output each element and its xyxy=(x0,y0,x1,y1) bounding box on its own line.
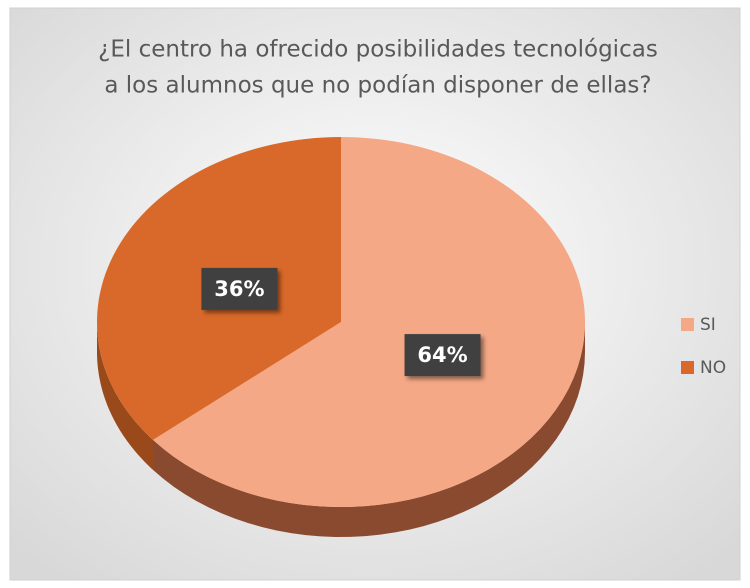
slice-side xyxy=(97,322,153,470)
data-label-box xyxy=(404,334,481,377)
legend-label: NO xyxy=(700,358,726,378)
slice-side xyxy=(152,322,586,537)
legend-label: SI xyxy=(700,315,716,335)
chart-title: ¿El centro ha ofrecido posibilidades tec… xyxy=(98,37,658,63)
data-label: 36% xyxy=(214,277,264,301)
legend-swatch xyxy=(681,318,694,331)
data-label-box xyxy=(201,267,278,310)
chart-title: a los alumnos que no podían disponer de … xyxy=(104,73,651,99)
legend-swatch xyxy=(681,361,694,374)
data-label: 64% xyxy=(417,343,467,367)
slice xyxy=(152,137,586,507)
